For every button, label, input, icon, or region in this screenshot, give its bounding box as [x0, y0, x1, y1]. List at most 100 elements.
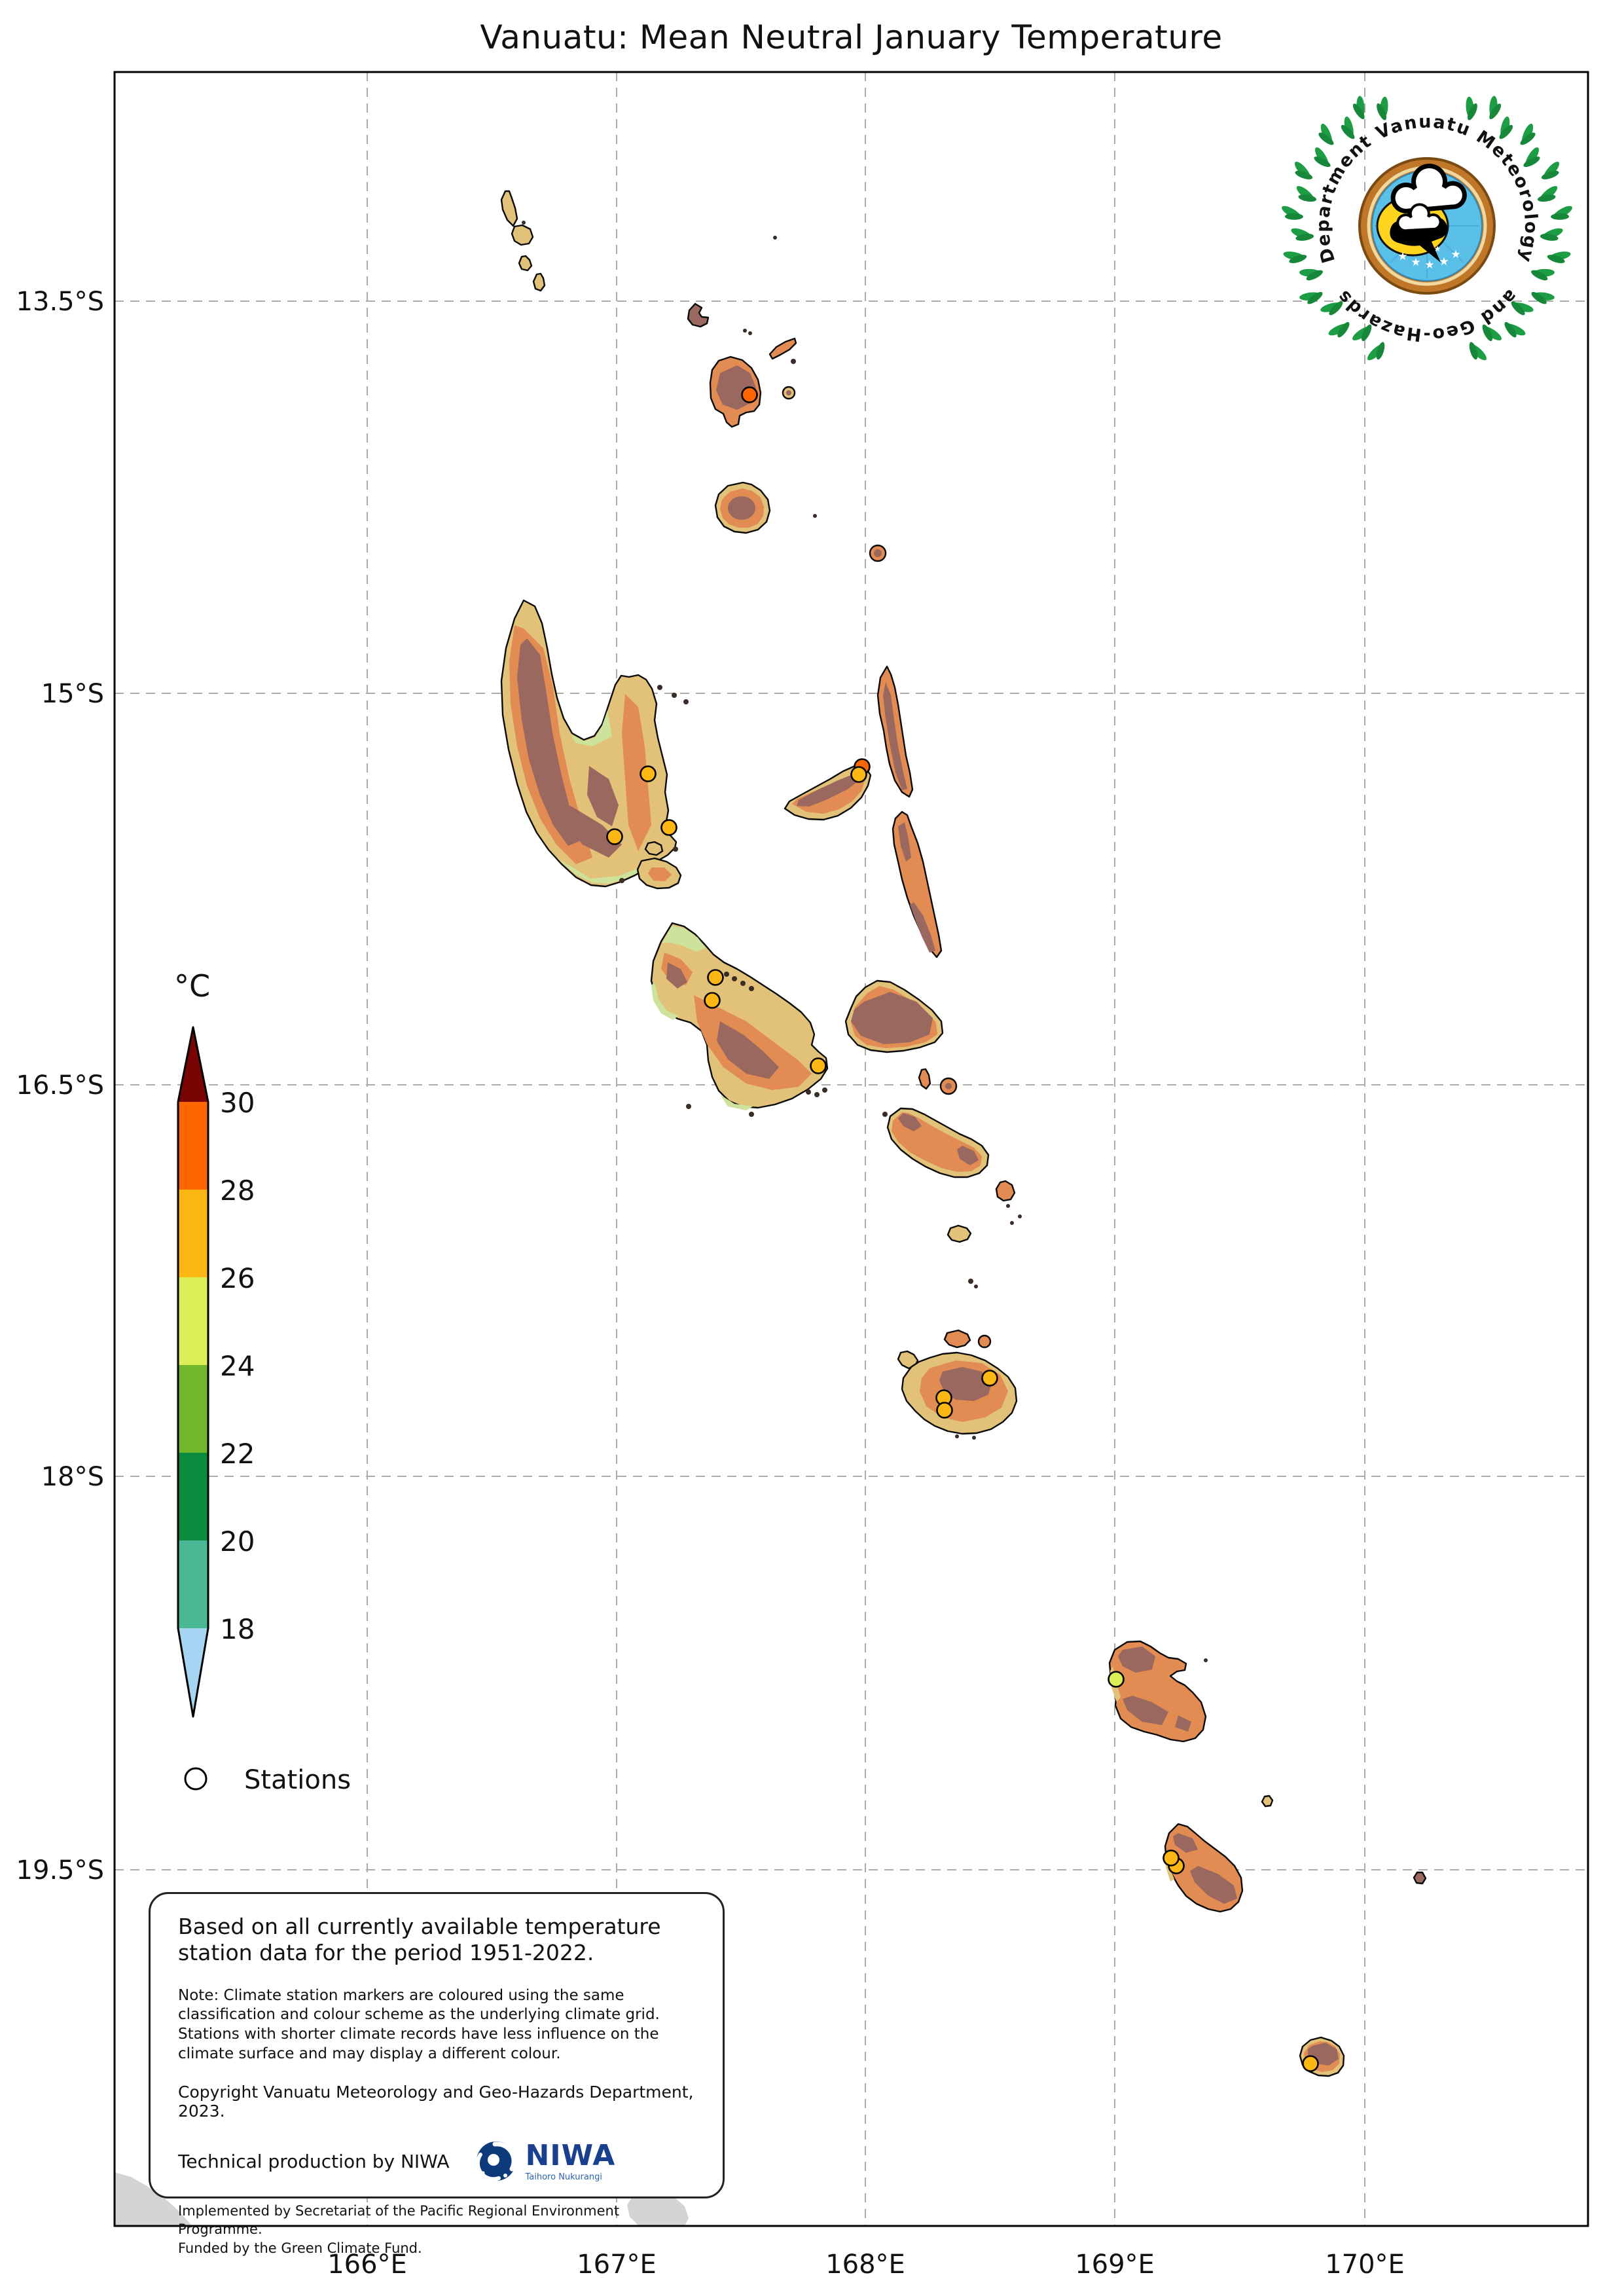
wreath-leaf-icon — [1531, 270, 1548, 281]
wreath-leaf-icon — [1329, 301, 1343, 316]
scale-band — [178, 1453, 208, 1540]
niwa-logo: NIWA Taihoro Nukurangi — [475, 2140, 615, 2182]
wreath-leaf-icon — [1337, 321, 1350, 338]
wreath-leaf-icon — [1540, 234, 1559, 241]
wreath-leaf-icon — [1314, 156, 1331, 167]
island-emau — [977, 1334, 992, 1349]
scale-band — [178, 1540, 208, 1628]
wreath-leaf-icon — [1541, 170, 1559, 179]
island-aore — [644, 841, 664, 856]
island-lo — [518, 255, 533, 272]
svg-text:★: ★ — [1451, 248, 1460, 261]
scale-tick-label: 24 — [220, 1350, 255, 1382]
wreath-leaf-icon — [1551, 213, 1570, 220]
wreath-leaf-icon — [1298, 194, 1317, 202]
island-ambrym — [844, 979, 944, 1053]
wreath-leaf-icon — [1537, 194, 1556, 202]
scale-band — [178, 1277, 208, 1365]
island-futuna — [1413, 1871, 1427, 1885]
island-tanna — [1164, 1823, 1244, 1913]
storm-cloud-icon — [1390, 163, 1467, 263]
station-marker — [1163, 1850, 1180, 1867]
wreath-leaf-icon — [1531, 292, 1547, 304]
station-marker — [704, 992, 721, 1009]
station-marker — [707, 969, 724, 986]
island-mota — [782, 386, 796, 400]
svg-text:★: ★ — [1439, 255, 1449, 268]
wreath-leaf-icon — [1547, 255, 1565, 263]
vanuatu-islands — [500, 190, 1427, 2077]
legend-unit-label: °C — [174, 968, 210, 1004]
station-marker — [640, 765, 657, 782]
wreath-leaf-icon — [1499, 124, 1513, 139]
infobox-note: Note: Climate station markers are colour… — [178, 1986, 660, 2063]
wreath-leaf-icon — [1289, 255, 1307, 263]
wreath-leaf-icon — [1511, 301, 1525, 316]
scale-band — [178, 1365, 208, 1453]
niwa-name: NIWA — [525, 2138, 616, 2172]
island-tongoa — [995, 1180, 1016, 1202]
scale-tick-label: 22 — [220, 1438, 255, 1470]
island-nguna — [943, 1329, 971, 1349]
wreath-leaf-icon — [1295, 234, 1314, 241]
svg-text:★: ★ — [1398, 250, 1407, 263]
island-malakula — [650, 922, 829, 1110]
island-ureparapara — [687, 302, 710, 328]
wreath-leaf-icon — [1376, 342, 1385, 360]
info-box: Based on all currently available tempera… — [149, 1892, 725, 2256]
island-malo — [636, 857, 682, 890]
infobox-copyright: Copyright Vanuatu Meteorology and Geo-Ha… — [178, 2083, 694, 2121]
svg-text:★: ★ — [1411, 256, 1420, 269]
island-maewo — [876, 665, 914, 798]
island-ambae — [784, 765, 872, 821]
svg-text:★: ★ — [1424, 259, 1434, 272]
island-gaua — [714, 481, 771, 534]
wreath-leaf-icon — [1520, 132, 1536, 145]
lon-tick-label: 166°E — [327, 2250, 407, 2280]
scale-outline — [177, 1026, 209, 1718]
island-group-torres — [500, 190, 546, 292]
island-paama — [918, 1068, 931, 1090]
island-espiritu-santo — [500, 599, 677, 888]
lon-tick-label: 168°E — [825, 2250, 905, 2280]
production-row: Technical production by NIWA NIWA Taihor… — [178, 2140, 695, 2182]
infobox-implemented: Implemented by Secretariat of the Pacifi… — [178, 2203, 620, 2256]
scale-arrow-under — [178, 1628, 208, 1717]
lat-tick-label: 15°S — [41, 679, 104, 709]
graticule-grid — [115, 72, 1588, 2226]
scale-tick-label: 26 — [220, 1262, 255, 1294]
wreath-leaf-icon — [1284, 213, 1303, 220]
island-new-caledonia-coast — [115, 2172, 192, 2226]
station-marker — [660, 819, 677, 836]
wreath-leaf-icon — [1352, 103, 1365, 120]
island-hiu — [500, 190, 518, 227]
island-tegua — [511, 224, 534, 246]
minor-islets — [522, 221, 1208, 1662]
wreath-leaf-icon — [1482, 324, 1492, 342]
station-marker — [981, 1370, 998, 1387]
stations-legend-label: Stations — [244, 1765, 351, 1795]
island-emae — [947, 1224, 972, 1243]
lon-tick-label: 170°E — [1325, 2250, 1405, 2280]
lon-tick-label: 167°E — [577, 2250, 657, 2280]
lon-tick-label: 169°E — [1075, 2250, 1155, 2280]
station-marker — [1302, 2055, 1319, 2072]
lat-tick-label: 13.5°S — [16, 287, 104, 317]
wreath-leaf-icon — [1295, 170, 1313, 179]
scale-band — [178, 1190, 208, 1277]
scale-arrow-over — [178, 1027, 208, 1102]
station-marker — [1108, 1671, 1125, 1688]
axis-tick-labels: 13.5°S 15°S 16.5°S 18°S 19.5°S 166°E 167°E 168°… — [16, 287, 1405, 2280]
wreath-leaf-icon — [1504, 321, 1517, 338]
map-border — [113, 71, 1589, 2227]
wreath-leaf-icon — [1318, 132, 1334, 145]
lat-tick-label: 16.5°S — [16, 1070, 104, 1101]
lat-tick-label: 19.5°S — [16, 1855, 104, 1886]
island-erromango — [1108, 1640, 1207, 1743]
island-mere-lava — [869, 544, 887, 562]
island-pentecost — [892, 811, 943, 958]
scale-tick-label: 28 — [220, 1175, 255, 1207]
station-markers — [606, 386, 1319, 2072]
page-title: Vanuatu: Mean Neutral January Temperatur… — [480, 18, 1223, 56]
